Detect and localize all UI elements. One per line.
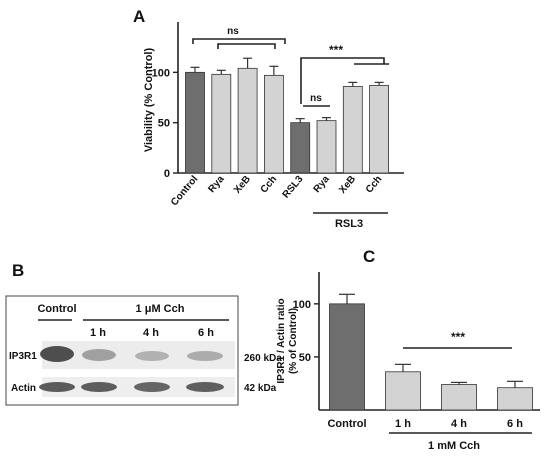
bar-1 [385, 371, 421, 411]
panel-label-c: C [363, 247, 375, 266]
chart-a-bracket-control [192, 38, 286, 44]
blot-size-actin: 42 kDa [244, 383, 277, 394]
blot-row-label-ip3r1: IP3R1 [9, 351, 37, 362]
chart-a-y-axis-label: Viability (% Control) [143, 48, 155, 153]
bar-6 [342, 86, 363, 174]
category-label-1: Rya [206, 174, 227, 195]
bar-3 [497, 387, 533, 411]
category-label-3: Cch [259, 174, 280, 196]
category-label-6: XeB [337, 174, 358, 196]
bar-4 [290, 122, 311, 174]
bar-0 [185, 71, 205, 174]
category-label-0: Control [169, 174, 200, 208]
blot-timepoint-6: 6 h [198, 327, 214, 339]
blot-band-ip3r1-1h [82, 349, 116, 361]
bar-1 [211, 73, 232, 174]
category-label-1: 1 h [395, 418, 411, 430]
bar-3 [263, 74, 284, 174]
chart-a-annotation-ns-2: ns [310, 93, 322, 104]
blot-band-ip3r1-6h [187, 351, 223, 361]
y-tick-label: 0 [164, 168, 170, 180]
chart-a-bracket-control-sub [217, 43, 276, 49]
category-label-7: Cch [364, 174, 385, 196]
category-label-3: 6 h [507, 418, 523, 430]
chart-c-y-axis-label-1: IP3R1 / Actin ratio [276, 298, 287, 383]
blot-control-label: Control [37, 303, 76, 315]
western-blot: Control 1 μM Cch 1 h 4 h 6 h IP3R1 Actin… [5, 295, 282, 406]
blot-band-actin-6h [186, 382, 224, 392]
chart-c-annotation-stars: *** [403, 330, 512, 349]
blot-size-ip3r1: 260 kDa [244, 353, 282, 364]
chart-a-annotation-stars-1: *** [329, 43, 343, 57]
chart-a-annotation-ns-rsl3: ns [303, 93, 330, 107]
chart-a-bracket-rsl3 [300, 57, 385, 104]
y-tick-label: 50 [158, 118, 170, 130]
blot-treatment-label: 1 μM Cch [136, 303, 185, 315]
bar-2 [441, 384, 477, 411]
chart-c-group-label: 1 mM Cch [428, 440, 480, 452]
y-tick-label: 100 [152, 67, 170, 79]
blot-frame [5, 295, 239, 406]
category-label-2: XeB [232, 174, 253, 196]
category-label-0: Control [327, 418, 366, 430]
chart-c: IP3R1 / Actin ratio (% of Control) 50 100… [276, 272, 540, 452]
category-label-5: Rya [312, 174, 333, 195]
blot-timepoint-1: 1 h [90, 327, 106, 339]
panel-label-a: A [133, 7, 145, 26]
category-label-2: 4 h [451, 418, 467, 430]
chart-a-annotation-ns-1: ns [227, 26, 239, 37]
blot-band-actin-1h [81, 382, 117, 392]
chart-a-annotation-stars: *** [300, 43, 389, 104]
bar-0 [329, 303, 365, 411]
blot-row-label-actin: Actin [11, 383, 36, 394]
chart-a-group-label: RSL3 [335, 218, 363, 230]
bar-7 [369, 85, 390, 174]
category-label-4: RSL3 [281, 174, 306, 201]
chart-c-annotation-stars-1: *** [451, 330, 465, 344]
blot-band-ip3r1-4h [135, 351, 169, 361]
panel-label-b: B [12, 261, 24, 280]
bar-5 [316, 120, 337, 174]
bar-2 [237, 67, 258, 174]
chart-c-y-axis-label-2: (% of Control) [288, 308, 299, 374]
blot-band-ip3r1-control [40, 346, 74, 362]
blot-band-actin-4h [134, 382, 170, 392]
blot-timepoint-4: 4 h [143, 327, 159, 339]
blot-band-actin-control [39, 382, 75, 392]
chart-a-annotation-ns-control: ns [192, 26, 286, 49]
y-tick-label: 50 [299, 352, 311, 364]
y-tick-label: 100 [293, 299, 311, 311]
